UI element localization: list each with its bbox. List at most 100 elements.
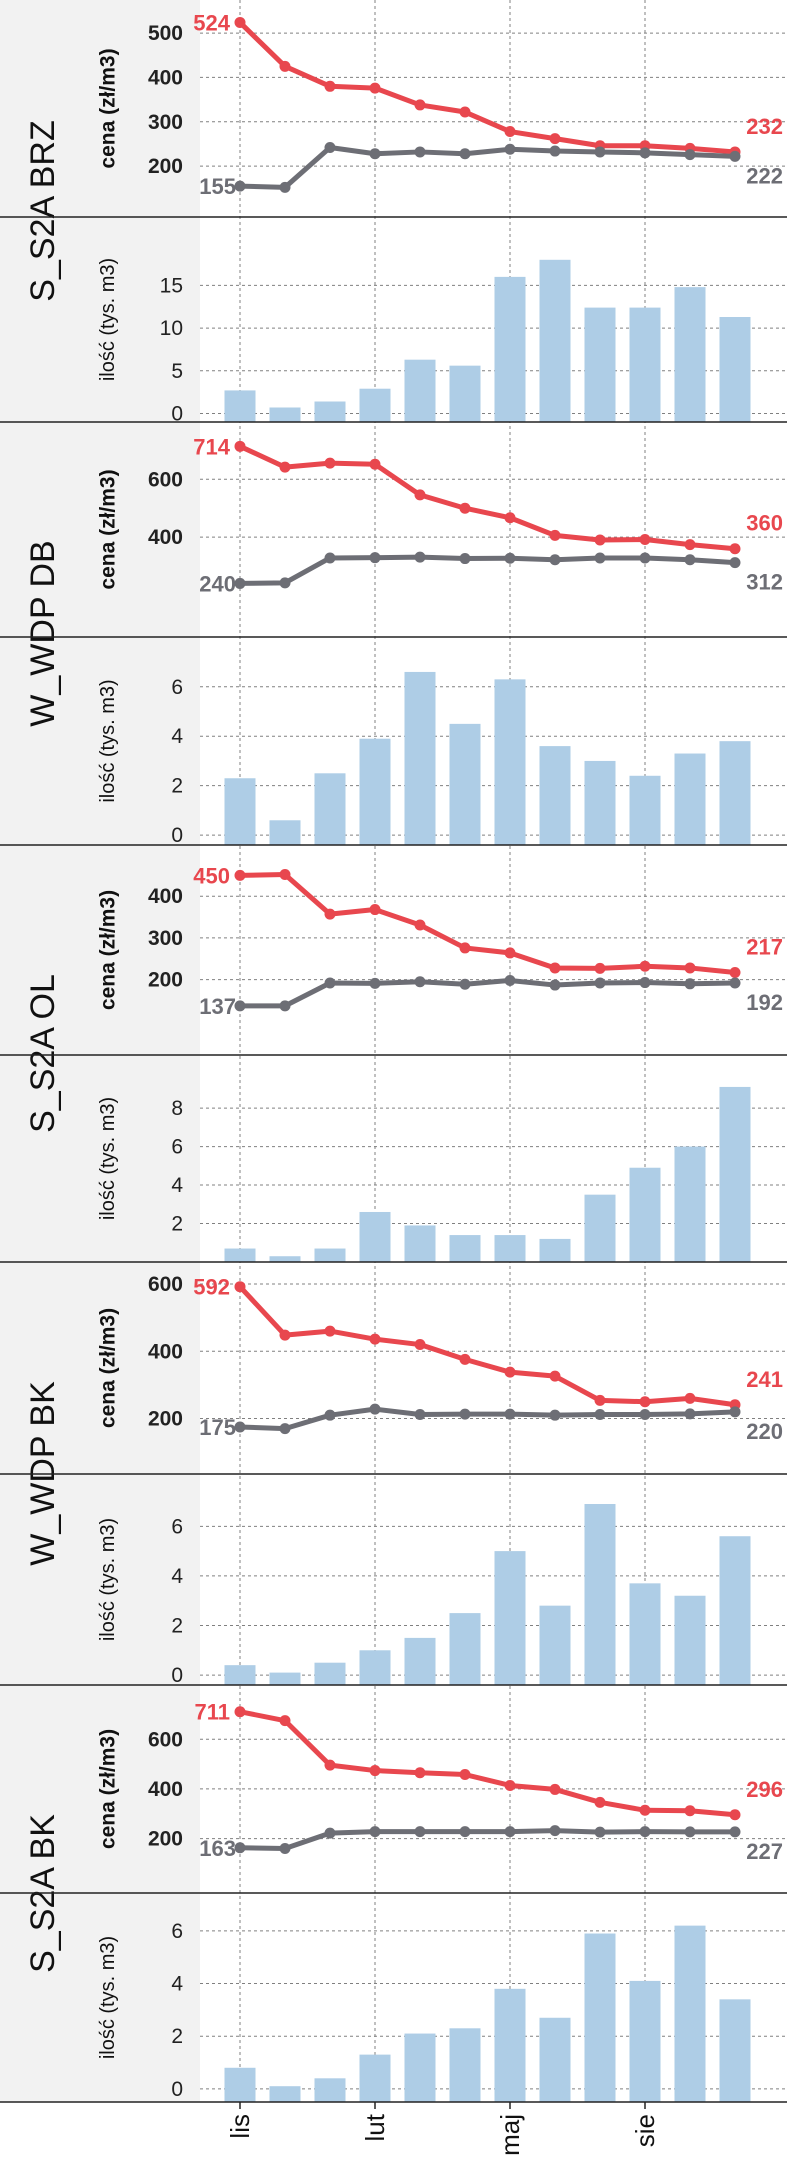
price-axis-title: cena (zł/m3) <box>97 1729 120 1849</box>
price-high-end-label: 296 <box>746 1777 783 1802</box>
qty-bar <box>224 1665 256 1685</box>
qty-y-tick-label: 2 <box>171 1614 183 1637</box>
price-low-line <box>237 977 738 1009</box>
qty-bar <box>359 1211 391 1262</box>
price-low-point <box>459 148 471 160</box>
qty-y-tick-label: 5 <box>171 360 183 383</box>
price-low-point <box>369 977 381 989</box>
qty-bar <box>584 1933 616 2102</box>
price-low-start-label: 240 <box>199 571 236 596</box>
price-axis-title: cena (zł/m3) <box>97 890 120 1010</box>
price-low-start-label: 163 <box>199 1836 236 1861</box>
price-low-point <box>729 1826 741 1838</box>
price-high-point <box>729 967 741 979</box>
qty-y-tick-label: 2 <box>171 2025 183 2048</box>
qty-bar <box>359 388 391 422</box>
price-low-point <box>459 1826 471 1838</box>
price-high-point <box>414 919 426 931</box>
price-low-point <box>594 146 606 158</box>
price-high-point <box>549 1783 561 1795</box>
qty-bar <box>224 1248 256 1262</box>
price-y-tick-label: 400 <box>148 885 183 908</box>
price-low-point <box>639 1409 651 1421</box>
price-low-point <box>234 1421 246 1433</box>
qty-bar <box>494 1551 526 1685</box>
price-high-point <box>684 1805 696 1817</box>
qty-bar <box>674 287 706 422</box>
qty-bar <box>449 2028 481 2102</box>
price-high-point <box>594 534 606 546</box>
price-high-line <box>237 1284 738 1408</box>
price-low-point <box>369 1826 381 1838</box>
qty-bar <box>584 1194 616 1262</box>
price-low-point <box>324 142 336 154</box>
qty-bar <box>584 307 616 422</box>
qty-bar <box>674 753 706 845</box>
qty-bar <box>449 1235 481 1262</box>
price-high-point <box>504 126 516 138</box>
price-high-point <box>369 82 381 94</box>
price-high-point <box>549 133 561 145</box>
label-band-background <box>0 0 200 2102</box>
price-low-point <box>369 1403 381 1415</box>
qty-y-tick-label: 6 <box>171 1920 183 1943</box>
price-low-point <box>324 552 336 564</box>
price-high-point <box>279 1715 291 1727</box>
price-high-end-label: 360 <box>746 511 783 536</box>
price-low-point <box>279 1000 291 1012</box>
price-high-point <box>459 502 471 514</box>
price-high-point <box>324 1759 336 1771</box>
qty-axis-title: ilość (tys. m3) <box>97 1518 119 1641</box>
price-y-tick-label: 300 <box>148 111 183 134</box>
x-tick-label: lut <box>360 2113 390 2141</box>
price-low-line <box>237 145 738 190</box>
price-low-point <box>504 1826 516 1838</box>
price-low-point <box>594 977 606 989</box>
price-high-point <box>684 539 696 551</box>
x-tick-label: lis <box>225 2114 255 2139</box>
qty-bar <box>404 359 436 422</box>
price-low-point <box>549 554 561 566</box>
price-low-point <box>459 1408 471 1420</box>
price-y-tick-label: 200 <box>148 969 183 992</box>
price-low-line <box>237 554 738 586</box>
price-high-point <box>459 1769 471 1781</box>
price-high-point <box>729 543 741 555</box>
price-high-point <box>504 512 516 524</box>
price-high-end-label: 241 <box>746 1367 783 1392</box>
price-high-point <box>369 458 381 470</box>
price-low-point <box>234 577 246 589</box>
price-y-tick-label: 600 <box>148 1728 183 1751</box>
price-low-point <box>594 552 606 564</box>
qty-bar <box>674 1146 706 1262</box>
qty-bar <box>674 1925 706 2102</box>
price-high-point <box>459 942 471 954</box>
price-low-point <box>414 1826 426 1838</box>
price-high-point <box>234 869 246 881</box>
qty-bar <box>629 1167 661 1262</box>
price-y-tick-label: 200 <box>148 1408 183 1431</box>
qty-y-tick-label: 4 <box>171 1174 183 1197</box>
price-low-end-label: 192 <box>746 990 783 1015</box>
qty-bar <box>539 259 571 422</box>
price-low-point <box>324 1409 336 1421</box>
qty-bar <box>449 723 481 845</box>
price-high-point <box>369 1333 381 1345</box>
price-high-point <box>234 1706 246 1718</box>
qty-bar <box>314 2078 346 2102</box>
qty-bar <box>269 820 301 845</box>
price-y-tick-label: 200 <box>148 1828 183 1851</box>
price-high-point <box>234 16 246 28</box>
qty-bar <box>719 317 751 422</box>
price-low-point <box>684 1408 696 1420</box>
qty-bar <box>269 407 301 422</box>
qty-bar <box>269 2086 301 2102</box>
price-high-point <box>504 1366 516 1378</box>
price-high-point <box>684 1392 696 1404</box>
price-axis-title: cena (zł/m3) <box>97 48 120 168</box>
price-high-point <box>369 1765 381 1777</box>
qty-bar <box>224 778 256 845</box>
qty-bar <box>314 401 346 422</box>
price-low-line <box>237 1828 738 1852</box>
qty-bar <box>404 2033 436 2102</box>
